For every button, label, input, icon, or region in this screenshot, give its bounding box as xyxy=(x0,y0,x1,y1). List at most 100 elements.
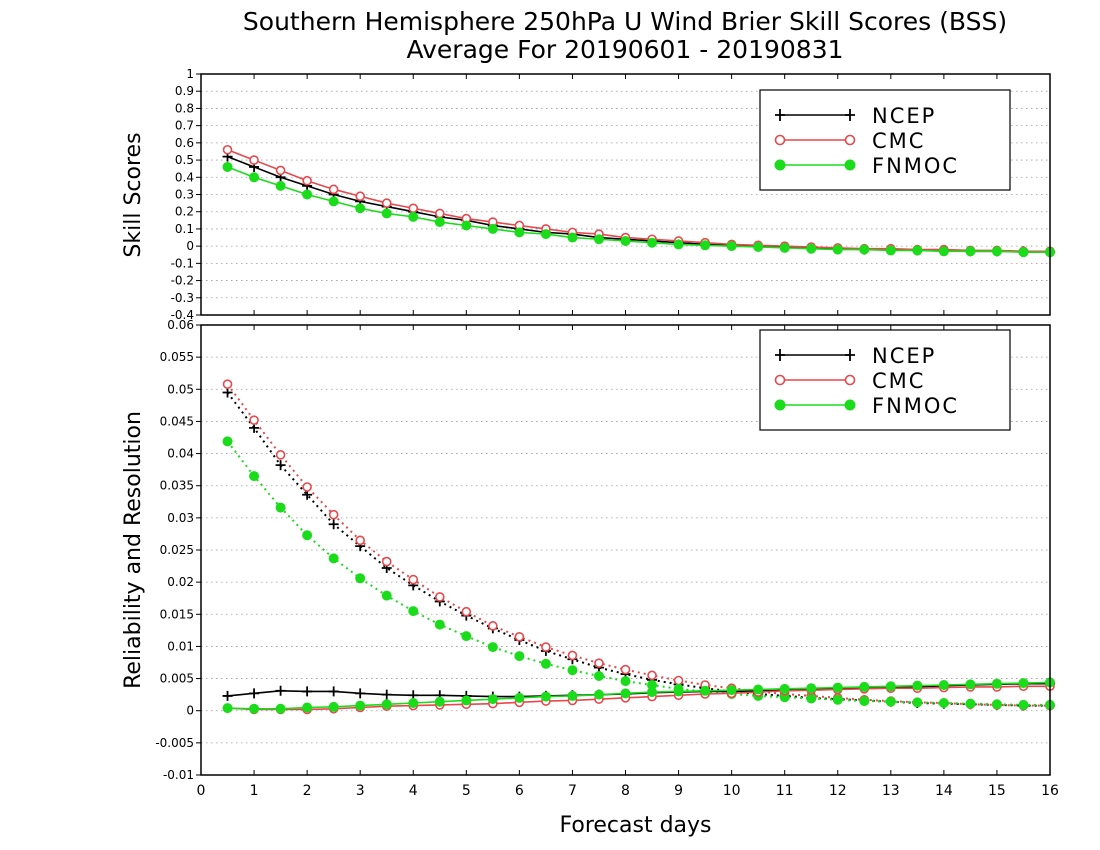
bottom-fnmoc-dotted-point-4 xyxy=(328,553,339,564)
top-fnmoc-solid-point-20 xyxy=(753,242,764,253)
bottom-fnmoc-dotted-point-22 xyxy=(806,693,817,704)
bottom-fnmoc-solid-point-30 xyxy=(1018,678,1029,689)
top-fnmoc-solid-point-24 xyxy=(859,244,870,255)
top-fnmoc-solid-point-25 xyxy=(885,245,896,256)
top-fnmoc-solid-point-30 xyxy=(1018,247,1029,258)
bottom-cmc-dotted-point-14 xyxy=(594,658,604,668)
bottom-legend-label-fnmoc: FNMOC xyxy=(872,394,959,418)
xtick-label-2: 2 xyxy=(303,783,312,799)
bottom-ncep-solid-point-1 xyxy=(249,688,260,699)
bottom-fnmoc-dotted-point-29 xyxy=(991,699,1002,710)
bottom-fnmoc-solid-point-23 xyxy=(832,682,843,693)
bottom-cmc-dotted-point-7 xyxy=(408,574,419,585)
bottom-fnmoc-dotted-point-27 xyxy=(938,698,949,708)
xtick-label-6: 6 xyxy=(515,783,524,799)
top-y-axis-label: Skill Scores xyxy=(121,132,146,257)
bottom-fnmoc-solid-point-8 xyxy=(434,696,445,707)
bottom-fnmoc-dotted-point-14 xyxy=(593,671,604,681)
bottom-fnmoc-dotted-point-11 xyxy=(514,651,525,662)
bottom-fnmoc-solid-point-1 xyxy=(249,703,260,714)
bottom-fnmoc-dotted-point-6 xyxy=(381,590,392,601)
top-fnmoc-solid-point-13 xyxy=(567,232,578,243)
top-fnmoc-solid-point-3 xyxy=(302,189,313,200)
bottom-ncep-dotted-point-4 xyxy=(328,519,339,530)
bottom-fnmoc-dotted-point-8 xyxy=(434,619,445,630)
xtick-label-16: 16 xyxy=(1041,783,1059,799)
bottom-ncep-solid-point-3 xyxy=(302,686,313,697)
top-legend-marker-cmc-1 xyxy=(844,134,856,146)
bottom-fnmoc-dotted-point-30 xyxy=(1018,699,1029,710)
xtick-label-5: 5 xyxy=(462,783,471,799)
bottom-fnmoc-solid-point-26 xyxy=(912,680,923,691)
bottom-cmc-dotted-point-4 xyxy=(328,509,339,520)
bottom-fnmoc-dotted-point-24 xyxy=(859,696,870,707)
top-legend-label-fnmoc: FNMOC xyxy=(872,154,959,178)
bottom-y-axis-label: Reliability and Resolution xyxy=(121,411,146,689)
bottom-cmc-dotted-point-10 xyxy=(488,621,498,631)
top-cmc-solid-point-7 xyxy=(408,203,419,214)
top-cmc-solid-point-1 xyxy=(249,155,259,165)
bottom-fnmoc-solid-point-18 xyxy=(700,685,711,696)
bottom-ytick-label-0-05: 0.05 xyxy=(167,382,194,396)
top-fnmoc-solid-point-17 xyxy=(673,239,684,250)
bottom-fnmoc-dotted-point-7 xyxy=(408,606,419,617)
top-fnmoc-solid-point-19 xyxy=(726,241,737,252)
bottom-ytick-label-0-025: 0.025 xyxy=(160,543,194,557)
xtick-label-9: 9 xyxy=(674,783,683,799)
top-ytick-label--0-3: -0.3 xyxy=(171,291,194,305)
bottom-fnmoc-dotted-point-25 xyxy=(885,696,896,707)
top-cmc-solid-point-0 xyxy=(222,144,233,155)
xtick-label-4: 4 xyxy=(409,783,418,799)
bottom-cmc-dotted-point-2 xyxy=(275,450,286,460)
xtick-label-8: 8 xyxy=(621,783,630,799)
bottom-ncep-dotted-point-2 xyxy=(275,460,286,471)
bottom-fnmoc-solid-point-17 xyxy=(673,686,684,697)
bottom-fnmoc-solid-point-16 xyxy=(647,687,658,698)
bottom-cmc-dotted-point-5 xyxy=(355,535,365,546)
bottom-ytick-label-0-035: 0.035 xyxy=(160,479,194,493)
bottom-fnmoc-solid-point-14 xyxy=(593,689,604,700)
bottom-fnmoc-solid-point-5 xyxy=(355,700,366,711)
bottom-legend-label-cmc: CMC xyxy=(872,369,925,393)
bottom-fnmoc-solid-point-19 xyxy=(726,685,737,696)
bottom-legend-marker-ncep-0 xyxy=(775,349,785,361)
xtick-label-0: 0 xyxy=(197,783,206,799)
bottom-ncep-solid-point-5 xyxy=(355,688,366,699)
xtick-label-12: 12 xyxy=(829,783,847,799)
bottom-ytick-label-0-015: 0.015 xyxy=(160,607,194,621)
bottom-fnmoc-solid-point-12 xyxy=(540,691,551,702)
bottom-cmc-dotted-point-12 xyxy=(541,642,551,652)
bottom-fnmoc-dotted-point-15 xyxy=(620,676,631,687)
top-fnmoc-solid-point-9 xyxy=(461,220,472,231)
top-ytick-label--0-4: -0.4 xyxy=(171,308,194,322)
bottom-cmc-dotted-point-6 xyxy=(381,556,392,567)
bottom-ncep-solid-point-6 xyxy=(381,689,392,700)
bottom-cmc-dotted-point-3 xyxy=(302,482,312,492)
bottom-cmc-dotted-point-1 xyxy=(249,415,259,425)
xtick-label-15: 15 xyxy=(988,783,1006,799)
chart-title: Southern Hemisphere 250hPa U Wind Brier … xyxy=(243,7,1007,36)
top-fnmoc-solid-point-27 xyxy=(938,246,949,257)
bottom-fnmoc-dotted-point-12 xyxy=(540,658,551,669)
top-ytick-label-0-9: 0.9 xyxy=(175,84,194,98)
top-ytick-label-0-3: 0.3 xyxy=(175,188,194,202)
bottom-fnmoc-solid-point-15 xyxy=(620,688,631,699)
bottom-ytick-label--0-01: -0.01 xyxy=(163,768,194,782)
top-ytick-label-0-6: 0.6 xyxy=(175,136,194,150)
top-legend-marker-ncep-1 xyxy=(845,109,855,121)
top-fnmoc-solid-point-22 xyxy=(806,243,817,254)
bottom-fnmoc-solid-point-4 xyxy=(328,701,339,712)
bottom-ncep-dotted-point-0 xyxy=(222,387,233,398)
bottom-fnmoc-dotted-point-2 xyxy=(275,502,286,513)
bottom-cmc-dotted-point-0 xyxy=(222,379,233,389)
top-cmc-solid-point-6 xyxy=(381,198,392,208)
top-fnmoc-solid-point-11 xyxy=(514,227,525,238)
top-fnmoc-solid-point-18 xyxy=(700,240,711,251)
skill-scores-panel: 1 0.9 0.8 0.7 0.6 0.5 0.4 0.3 0.2 0.1 0 -0.1 -0.2 -0.… xyxy=(121,67,1055,322)
xtick-label-13: 13 xyxy=(882,783,900,799)
bottom-ncep-solid-point-0 xyxy=(222,690,233,701)
bottom-fnmoc-solid-point-3 xyxy=(302,702,313,713)
bottom-fnmoc-solid-point-10 xyxy=(487,694,498,705)
bottom-cmc-dotted-point-8 xyxy=(434,592,445,602)
bottom-legend-marker-cmc-0 xyxy=(774,374,786,386)
